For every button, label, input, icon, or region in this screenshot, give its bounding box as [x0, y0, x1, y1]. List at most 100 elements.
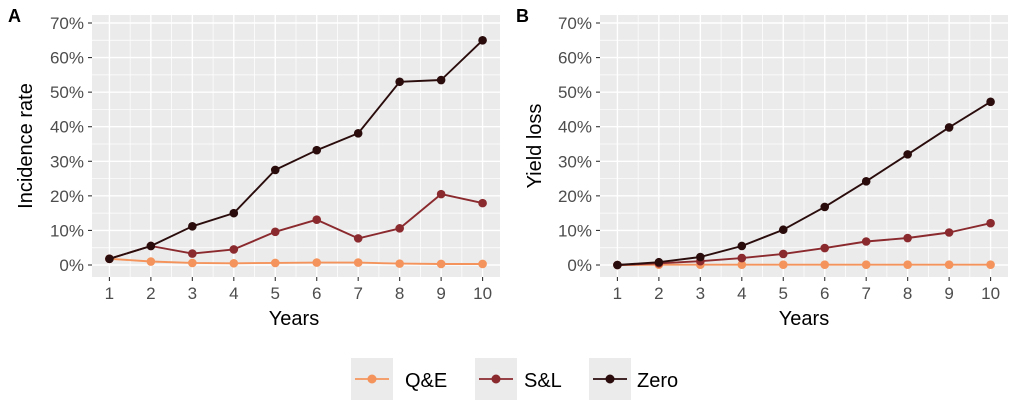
panel-b-grid — [600, 15, 1008, 277]
panel-b-tag: B — [516, 6, 529, 26]
data-point-sl — [188, 249, 197, 258]
data-point-sl — [436, 189, 446, 199]
data-point-sl — [353, 234, 363, 243]
y-tick-label: 0% — [567, 256, 592, 275]
data-point-zero — [778, 225, 788, 235]
legend-item-qe: Q&E — [351, 358, 447, 400]
legend-point-sl — [491, 374, 501, 384]
legend: Q&E S&L Zero — [351, 358, 678, 400]
data-point-qe — [312, 258, 322, 267]
data-point-zero — [696, 252, 705, 262]
data-point-zero — [861, 177, 871, 186]
data-point-qe — [395, 259, 404, 268]
x-tick-label: 3 — [188, 284, 197, 303]
data-point-qe — [903, 260, 912, 269]
data-point-sl — [478, 198, 487, 208]
data-point-zero — [944, 123, 954, 132]
data-point-sl — [820, 243, 830, 253]
x-tick-label: 9 — [944, 284, 953, 303]
y-tick-label: 60% — [558, 49, 592, 68]
data-point-sl — [737, 253, 747, 263]
y-tick-label: 40% — [558, 118, 592, 137]
data-point-sl — [395, 224, 404, 233]
series-line-sl — [109, 193, 483, 260]
panel-b-x-title: Years — [779, 308, 829, 330]
y-tick-label: 50% — [50, 83, 84, 102]
panel-b-y-title: Yield loss — [524, 104, 546, 189]
data-point-qe — [986, 260, 995, 269]
data-point-zero — [395, 77, 404, 87]
x-tick-label: 7 — [861, 284, 870, 303]
data-point-sl — [270, 227, 280, 237]
data-point-qe — [353, 258, 363, 267]
y-tick-label: 30% — [50, 152, 84, 171]
x-tick-label: 1 — [105, 284, 114, 303]
x-tick-label: 2 — [654, 284, 663, 303]
x-tick-label: 2 — [146, 284, 155, 303]
data-point-zero — [613, 260, 622, 270]
x-tick-label: 5 — [779, 284, 788, 303]
x-tick-label: 9 — [436, 284, 445, 303]
panel-a-series — [105, 35, 487, 269]
data-point-qe — [146, 257, 156, 266]
data-point-qe — [436, 259, 446, 269]
y-tick-label: 60% — [50, 49, 84, 68]
panel-a-x-axis: 1 2 3 4 5 6 7 8 9 10 — [105, 277, 492, 303]
y-tick-label: 70% — [50, 14, 84, 33]
panel-a-x-title: Years — [269, 308, 319, 330]
data-point-qe — [478, 259, 487, 269]
data-point-qe — [861, 260, 871, 269]
panel-a-tag: A — [8, 6, 21, 26]
data-point-zero — [270, 165, 280, 175]
legend-item-sl: S&L — [475, 358, 562, 400]
x-tick-label: 6 — [820, 284, 829, 303]
data-point-zero — [478, 35, 487, 45]
data-point-qe — [778, 260, 788, 269]
x-tick-label: 5 — [271, 284, 280, 303]
x-tick-label: 1 — [613, 284, 622, 303]
panel-a-grid — [92, 15, 500, 277]
data-point-zero — [312, 145, 322, 155]
y-tick-label: 10% — [558, 221, 592, 240]
data-point-zero — [436, 75, 446, 85]
data-point-qe — [229, 258, 239, 268]
panel-b-y-axis: 0% 10% 20% 30% 40% 50% 60% 70% — [558, 14, 600, 275]
series-line-qe — [109, 257, 483, 265]
panel-b: B 0% 10% 20% 30% 40% 50% 60% 70% 1 2 3 4 5 6 7 8 9 10 Ye… — [516, 6, 1008, 330]
y-tick-label: 50% — [558, 83, 592, 102]
y-tick-label: 20% — [558, 187, 592, 206]
data-point-zero — [986, 97, 995, 107]
series-line-zero — [109, 39, 484, 260]
y-tick-label: 40% — [50, 118, 84, 137]
x-tick-label: 4 — [229, 284, 238, 303]
y-tick-label: 0% — [59, 256, 84, 275]
data-point-zero — [737, 241, 747, 251]
x-tick-label: 10 — [981, 284, 1000, 303]
data-point-qe — [944, 260, 954, 269]
x-tick-label: 8 — [395, 284, 404, 303]
legend-point-qe — [367, 374, 377, 384]
legend-item-zero: Zero — [589, 358, 678, 400]
y-tick-label: 30% — [558, 152, 592, 171]
data-point-sl — [903, 233, 912, 243]
y-tick-label: 10% — [50, 221, 84, 240]
panel-a: A 0% 10% 20% 30% 40% 50% 60% 70% 1 2 3 4 5 6 7 8 9 10 Ye… — [8, 6, 500, 330]
x-tick-label: 7 — [353, 284, 362, 303]
panel-b-x-axis: 1 2 3 4 5 6 7 8 9 10 — [613, 277, 1000, 303]
data-point-zero — [146, 241, 156, 251]
panel-a-y-title: Incidence rate — [15, 83, 37, 209]
series-line-zero — [617, 100, 992, 266]
data-point-qe — [188, 258, 197, 268]
data-point-zero — [105, 254, 114, 264]
legend-label-sl: S&L — [524, 370, 562, 392]
data-point-zero — [353, 128, 363, 138]
y-tick-label: 20% — [50, 187, 84, 206]
series-line-sl — [617, 222, 991, 266]
data-point-sl — [778, 249, 788, 259]
data-point-zero — [820, 202, 830, 212]
data-point-sl — [861, 237, 871, 246]
data-point-sl — [986, 218, 995, 228]
data-point-sl — [944, 228, 954, 237]
data-point-qe — [270, 258, 280, 268]
